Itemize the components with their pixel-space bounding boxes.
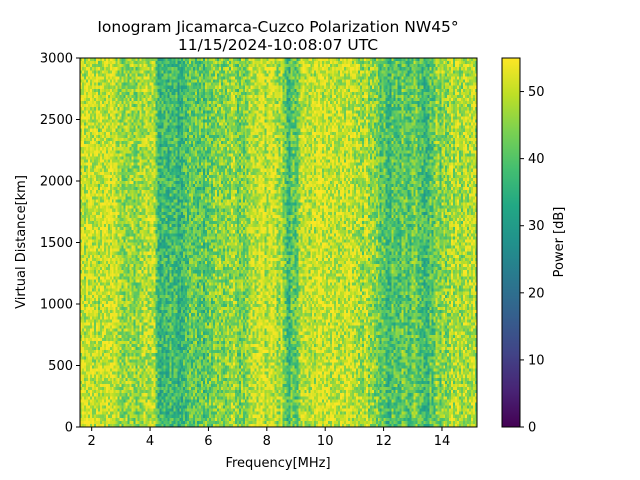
- y-tick-label: 2000: [40, 175, 73, 190]
- x-tick-label: 10: [317, 434, 334, 449]
- colorbar-tick-label: 40: [528, 152, 545, 167]
- y-tick-label: 1000: [40, 298, 73, 313]
- y-tick-label: 500: [48, 359, 73, 374]
- heatmap-image: [80, 58, 477, 427]
- y-tick-label: 1500: [40, 236, 73, 251]
- colorbar-tick-label: 50: [528, 85, 545, 100]
- colorbar: [501, 57, 521, 428]
- chart-title: Ionogram Jicamarca-Cuzco Polarization NW…: [97, 18, 458, 36]
- x-tick-label: 2: [88, 434, 96, 449]
- x-tick-label: 4: [146, 434, 154, 449]
- y-axis: 0 500 1000 1500 2000 2500 3000: [40, 52, 80, 436]
- x-axis-label: Frequency[MHz]: [225, 456, 330, 471]
- colorbar-tick-label: 10: [528, 353, 545, 368]
- y-tick-label: 0: [65, 421, 73, 436]
- x-tick-label: 12: [375, 434, 392, 449]
- chart-subtitle: 11/15/2024-10:08:07 UTC: [178, 36, 378, 54]
- y-tick-label: 3000: [40, 52, 73, 67]
- colorbar-tick-label: 20: [528, 286, 545, 301]
- colorbar-axis: 0 10 20 30 40 50: [520, 85, 545, 436]
- x-tick-label: 14: [434, 434, 451, 449]
- x-tick-label: 6: [204, 434, 212, 449]
- heatmap-area: [80, 58, 477, 427]
- colorbar-tick-label: 30: [528, 219, 545, 234]
- colorbar-label: Power [dB]: [552, 207, 567, 278]
- x-axis: 2 4 6 8 10 12 14: [88, 427, 451, 449]
- y-axis-label: Virtual Distance[km]: [14, 175, 29, 309]
- x-tick-label: 8: [263, 434, 271, 449]
- y-tick-label: 2500: [40, 113, 73, 128]
- colorbar-tick-label: 0: [528, 421, 536, 436]
